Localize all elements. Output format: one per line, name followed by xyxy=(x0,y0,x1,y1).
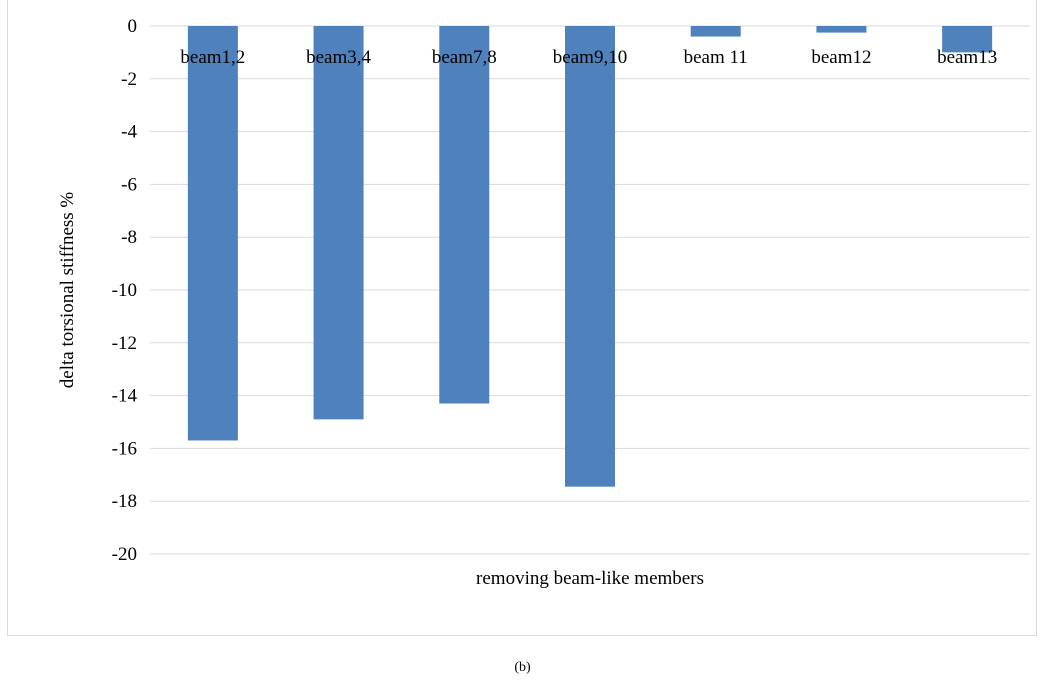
y-tick-label: -4 xyxy=(121,122,137,143)
bar-chart: 0 -2 -4 -6 -8 -10 -12 -14 -16 -18 -20 beam1,2 beam3… xyxy=(57,16,1030,589)
y-tick-label: -6 xyxy=(121,174,137,195)
category-label: beam3,4 xyxy=(306,47,371,68)
category-label: beam13 xyxy=(937,47,997,68)
y-tick-label: -20 xyxy=(112,544,137,565)
y-tick-labels: 0 -2 -4 -6 -8 -10 -12 -14 -16 -18 -20 xyxy=(112,16,138,565)
category-label: beam12 xyxy=(811,47,871,68)
y-tick-label: -14 xyxy=(112,386,138,407)
bars xyxy=(187,26,993,487)
y-tick-label: -10 xyxy=(112,280,137,301)
y-tick-label: -16 xyxy=(112,438,137,459)
category-labels: beam1,2 beam3,4 beam7,8 beam9,10 beam 11 beam… xyxy=(180,47,997,68)
bar-beam12 xyxy=(816,26,867,33)
category-label: beam 11 xyxy=(684,47,748,68)
category-label: beam7,8 xyxy=(432,47,497,68)
y-tick-label: -2 xyxy=(121,69,137,90)
figure-caption: (b) xyxy=(514,660,531,675)
y-tick-label: -8 xyxy=(121,227,137,248)
bar-beam9-10 xyxy=(565,26,615,487)
bar-beam1-2 xyxy=(187,26,238,441)
y-tick-label: 0 xyxy=(128,16,138,37)
bar-beam-11 xyxy=(690,26,741,37)
y-tick-label: -18 xyxy=(112,491,137,512)
bar-beam13 xyxy=(942,26,993,53)
bar-beam3-4 xyxy=(313,26,364,420)
y-axis-title: delta torsional stiffness % xyxy=(57,192,78,389)
chart-frame xyxy=(7,0,1037,636)
category-label: beam1,2 xyxy=(180,47,245,68)
bar-beam7-8 xyxy=(439,26,490,404)
x-axis-title: removing beam-like members xyxy=(476,568,704,589)
y-tick-label: -12 xyxy=(112,333,137,354)
category-label: beam9,10 xyxy=(553,47,627,68)
